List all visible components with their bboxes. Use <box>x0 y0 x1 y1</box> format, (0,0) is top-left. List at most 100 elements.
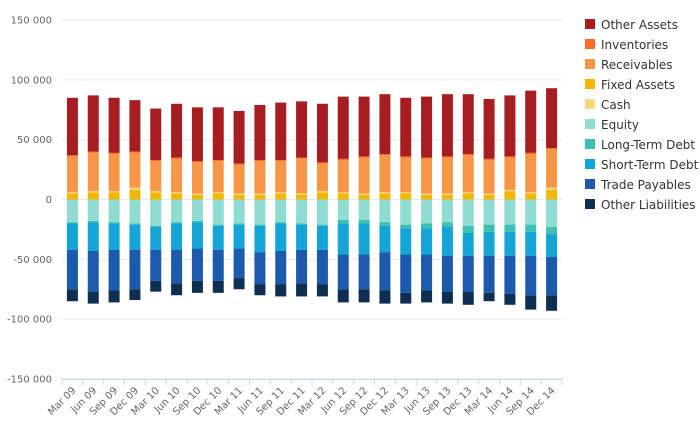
bar-segment[interactable] <box>275 102 287 161</box>
bar-segment[interactable] <box>191 161 203 163</box>
bar-segment[interactable] <box>316 284 328 297</box>
bar-segment[interactable] <box>525 231 537 256</box>
bar-segment[interactable] <box>441 157 453 194</box>
legend-item[interactable]: Receivables <box>585 58 673 72</box>
bar-segment[interactable] <box>108 152 120 155</box>
bar-segment[interactable] <box>379 193 391 200</box>
bar-segment[interactable] <box>254 224 266 226</box>
legend-item[interactable]: Inventories <box>585 38 668 52</box>
bar-segment[interactable] <box>441 255 453 292</box>
bar-segment[interactable] <box>150 199 162 226</box>
bar-segment[interactable] <box>462 192 474 194</box>
legend-item[interactable]: Other Liabilities <box>585 198 696 212</box>
bar-segment[interactable] <box>191 248 203 281</box>
bar-segment[interactable] <box>421 290 433 303</box>
bar-segment[interactable] <box>87 95 99 152</box>
bar-segment[interactable] <box>296 199 308 224</box>
bar-segment[interactable] <box>108 199 120 223</box>
bar-segment[interactable] <box>483 160 495 194</box>
bar-segment[interactable] <box>254 160 266 162</box>
bar-segment[interactable] <box>212 193 224 200</box>
bar-segment[interactable] <box>525 224 537 232</box>
bar-segment[interactable] <box>546 187 558 190</box>
bar-segment[interactable] <box>296 249 308 284</box>
bar-segment[interactable] <box>504 224 516 232</box>
bar-segment[interactable] <box>546 234 558 257</box>
bar-segment[interactable] <box>150 249 162 281</box>
bar-segment[interactable] <box>462 94 474 155</box>
bar-segment[interactable] <box>296 283 308 297</box>
bar-segment[interactable] <box>275 192 287 194</box>
bar-segment[interactable] <box>421 96 433 158</box>
bar-segment[interactable] <box>316 224 328 226</box>
bar-segment[interactable] <box>66 249 78 290</box>
bar-segment[interactable] <box>337 96 349 159</box>
bar-segment[interactable] <box>108 97 120 153</box>
bar-segment[interactable] <box>546 227 558 235</box>
bar-segment[interactable] <box>525 90 537 153</box>
bar-segment[interactable] <box>400 292 412 304</box>
bar-segment[interactable] <box>296 223 308 225</box>
bar-segment[interactable] <box>150 227 162 250</box>
bar-segment[interactable] <box>171 193 183 200</box>
bar-segment[interactable] <box>254 199 266 225</box>
legend-item[interactable]: Equity <box>585 118 639 132</box>
bar-segment[interactable] <box>296 193 308 195</box>
bar-segment[interactable] <box>462 199 474 226</box>
bar-segment[interactable] <box>275 160 287 162</box>
bar-segment[interactable] <box>233 194 245 200</box>
bar-segment[interactable] <box>525 295 537 310</box>
bar-segment[interactable] <box>233 248 245 279</box>
bar-segment[interactable] <box>504 255 516 295</box>
bar-segment[interactable] <box>212 199 224 225</box>
bar-segment[interactable] <box>483 199 495 225</box>
bar-segment[interactable] <box>483 98 495 159</box>
bar-segment[interactable] <box>379 290 391 304</box>
bar-segment[interactable] <box>233 163 245 165</box>
bar-segment[interactable] <box>441 194 453 200</box>
bar-segment[interactable] <box>191 222 203 249</box>
bar-segment[interactable] <box>233 193 245 195</box>
bar-segment[interactable] <box>254 193 266 195</box>
bar-segment[interactable] <box>212 225 224 250</box>
bar-segment[interactable] <box>87 152 99 192</box>
bar-segment[interactable] <box>400 156 412 158</box>
bar-segment[interactable] <box>171 158 183 193</box>
bar-segment[interactable] <box>421 158 433 194</box>
bar-segment[interactable] <box>150 161 162 192</box>
bar-segment[interactable] <box>296 158 308 194</box>
bar-segment[interactable] <box>87 222 99 251</box>
bar-segment[interactable] <box>129 152 141 188</box>
bar-segment[interactable] <box>441 156 453 158</box>
bar-segment[interactable] <box>254 161 266 194</box>
bar-segment[interactable] <box>316 163 328 192</box>
bar-segment[interactable] <box>504 157 516 190</box>
bar-segment[interactable] <box>379 155 391 193</box>
bar-segment[interactable] <box>233 199 245 224</box>
bar-segment[interactable] <box>546 256 558 296</box>
bar-segment[interactable] <box>171 283 183 296</box>
bar-segment[interactable] <box>337 289 349 303</box>
legend-item[interactable]: Short-Term Debt <box>585 158 699 172</box>
bar-segment[interactable] <box>483 255 495 293</box>
bar-segment[interactable] <box>504 189 516 192</box>
bar-segment[interactable] <box>441 193 453 195</box>
bar-segment[interactable] <box>483 158 495 161</box>
bar-segment[interactable] <box>379 192 391 194</box>
bar-segment[interactable] <box>525 154 537 193</box>
bar-segment[interactable] <box>191 194 203 200</box>
bar-segment[interactable] <box>150 192 162 200</box>
bar-segment[interactable] <box>421 193 433 195</box>
legend[interactable]: Other Assets Inventories Receivables Fixed … <box>585 18 699 212</box>
bar-segment[interactable] <box>462 193 474 200</box>
bar-segment[interactable] <box>150 160 162 162</box>
bar-segment[interactable] <box>87 199 99 222</box>
bar-segment[interactable] <box>546 88 558 149</box>
bar-segment[interactable] <box>400 193 412 200</box>
bar-segment[interactable] <box>191 193 203 195</box>
bar-segment[interactable] <box>337 223 349 255</box>
bar-segment[interactable] <box>379 225 391 253</box>
bar-segment[interactable] <box>462 155 474 193</box>
bar-segment[interactable] <box>358 194 370 200</box>
bar-segment[interactable] <box>296 224 308 250</box>
